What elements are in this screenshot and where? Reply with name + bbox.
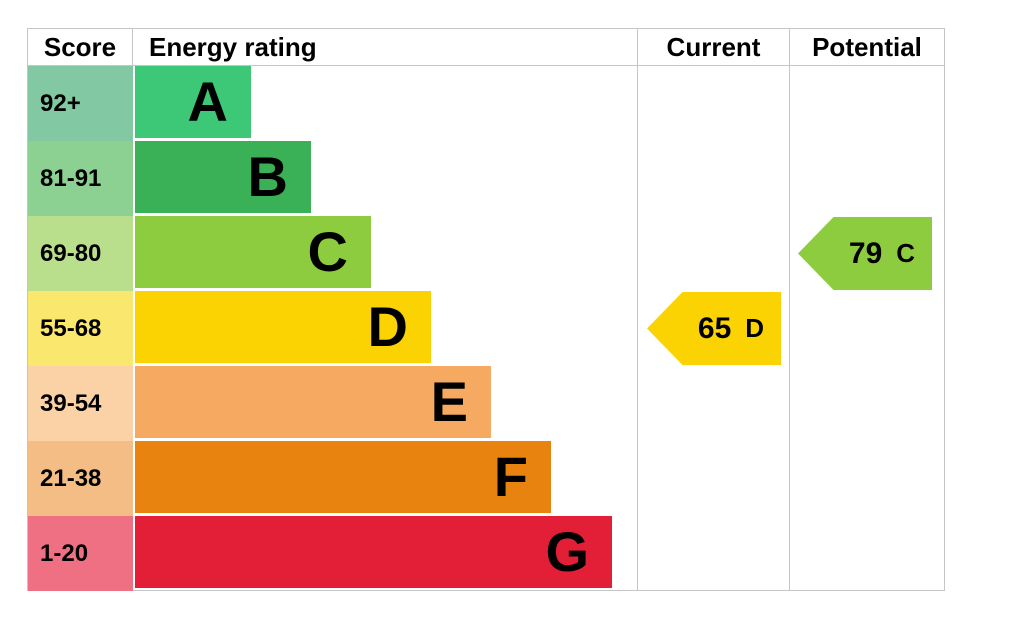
score-range-label: 92+ bbox=[28, 66, 133, 141]
current-score-value: 65 bbox=[697, 311, 732, 345]
epc-chart: Score Energy rating Current Potential 92… bbox=[27, 28, 945, 591]
score-range-label: 21-38 bbox=[28, 441, 133, 516]
band-row-g: 1-20 G bbox=[28, 516, 944, 591]
current-band-letter: D bbox=[745, 313, 765, 343]
band-row-f: 21-38 F bbox=[28, 441, 944, 516]
energy-rating-header: Energy rating bbox=[149, 31, 317, 62]
score-range-label: 55-68 bbox=[28, 291, 133, 366]
band-bar-f: F bbox=[135, 441, 551, 513]
band-bar-e: E bbox=[135, 366, 491, 438]
band-bar-g: G bbox=[135, 516, 612, 588]
band-row-d: 55-68 D bbox=[28, 291, 944, 366]
potential-score-value: 79 bbox=[848, 236, 883, 270]
band-row-a: 92+ A bbox=[28, 66, 944, 141]
score-range-label: 69-80 bbox=[28, 216, 133, 291]
band-bar-d: D bbox=[135, 291, 431, 363]
band-bar-c: C bbox=[135, 216, 371, 288]
score-range-label: 39-54 bbox=[28, 366, 133, 441]
score-header: Score bbox=[28, 29, 133, 65]
band-row-e: 39-54 E bbox=[28, 366, 944, 441]
band-bar-a: A bbox=[135, 66, 251, 138]
potential-band-letter: C bbox=[896, 238, 916, 268]
potential-header: Potential bbox=[789, 29, 944, 65]
score-range-label: 1-20 bbox=[28, 516, 133, 591]
band-row-b: 81-91 B bbox=[28, 141, 944, 216]
band-row-c: 69-80 C bbox=[28, 216, 944, 291]
header-row: Score Energy rating Current Potential bbox=[28, 29, 944, 66]
score-range-label: 81-91 bbox=[28, 141, 133, 216]
band-bar-b: B bbox=[135, 141, 311, 213]
current-header: Current bbox=[637, 29, 789, 65]
